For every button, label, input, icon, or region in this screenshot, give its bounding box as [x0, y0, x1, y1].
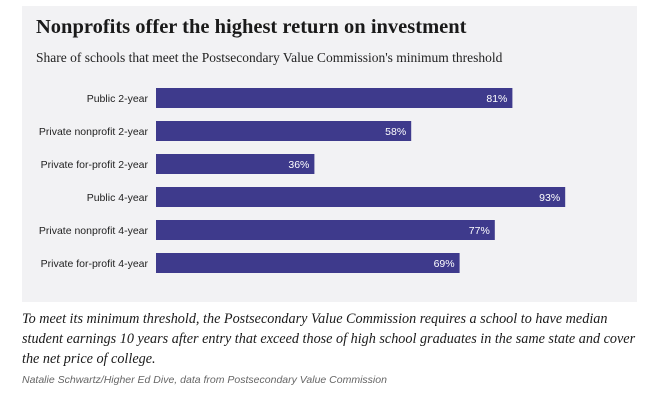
chart-source: Natalie Schwartz/Higher Ed Dive, data fr… [22, 374, 387, 386]
bar [156, 220, 495, 240]
category-label: Public 2-year [87, 93, 149, 105]
value-label: 93% [539, 192, 560, 204]
bar [156, 88, 513, 108]
value-label: 36% [288, 159, 309, 171]
category-label: Private for-profit 4-year [41, 258, 149, 270]
bar [156, 187, 566, 207]
bar-chart: Public 2-year 81% Private nonprofit 2-year… [39, 88, 566, 273]
category-label: Private for-profit 2-year [41, 159, 149, 171]
bar [156, 121, 412, 141]
chart-subtitle: Share of schools that meet the Postsecon… [36, 50, 503, 65]
category-label: Public 4-year [87, 192, 149, 204]
value-label: 58% [385, 126, 406, 138]
category-label: Private nonprofit 4-year [39, 225, 149, 237]
bar [156, 253, 460, 273]
chart-title: Nonprofits offer the highest return on i… [36, 16, 467, 38]
category-label: Private nonprofit 2-year [39, 126, 149, 138]
value-label: 77% [469, 225, 490, 237]
value-label: 69% [434, 258, 455, 270]
value-label: 81% [486, 93, 507, 105]
chart-panel: Nonprofits offer the highest return on i… [22, 6, 637, 302]
bar [156, 154, 315, 174]
chart-caption: To meet its minimum threshold, the Posts… [22, 311, 636, 367]
